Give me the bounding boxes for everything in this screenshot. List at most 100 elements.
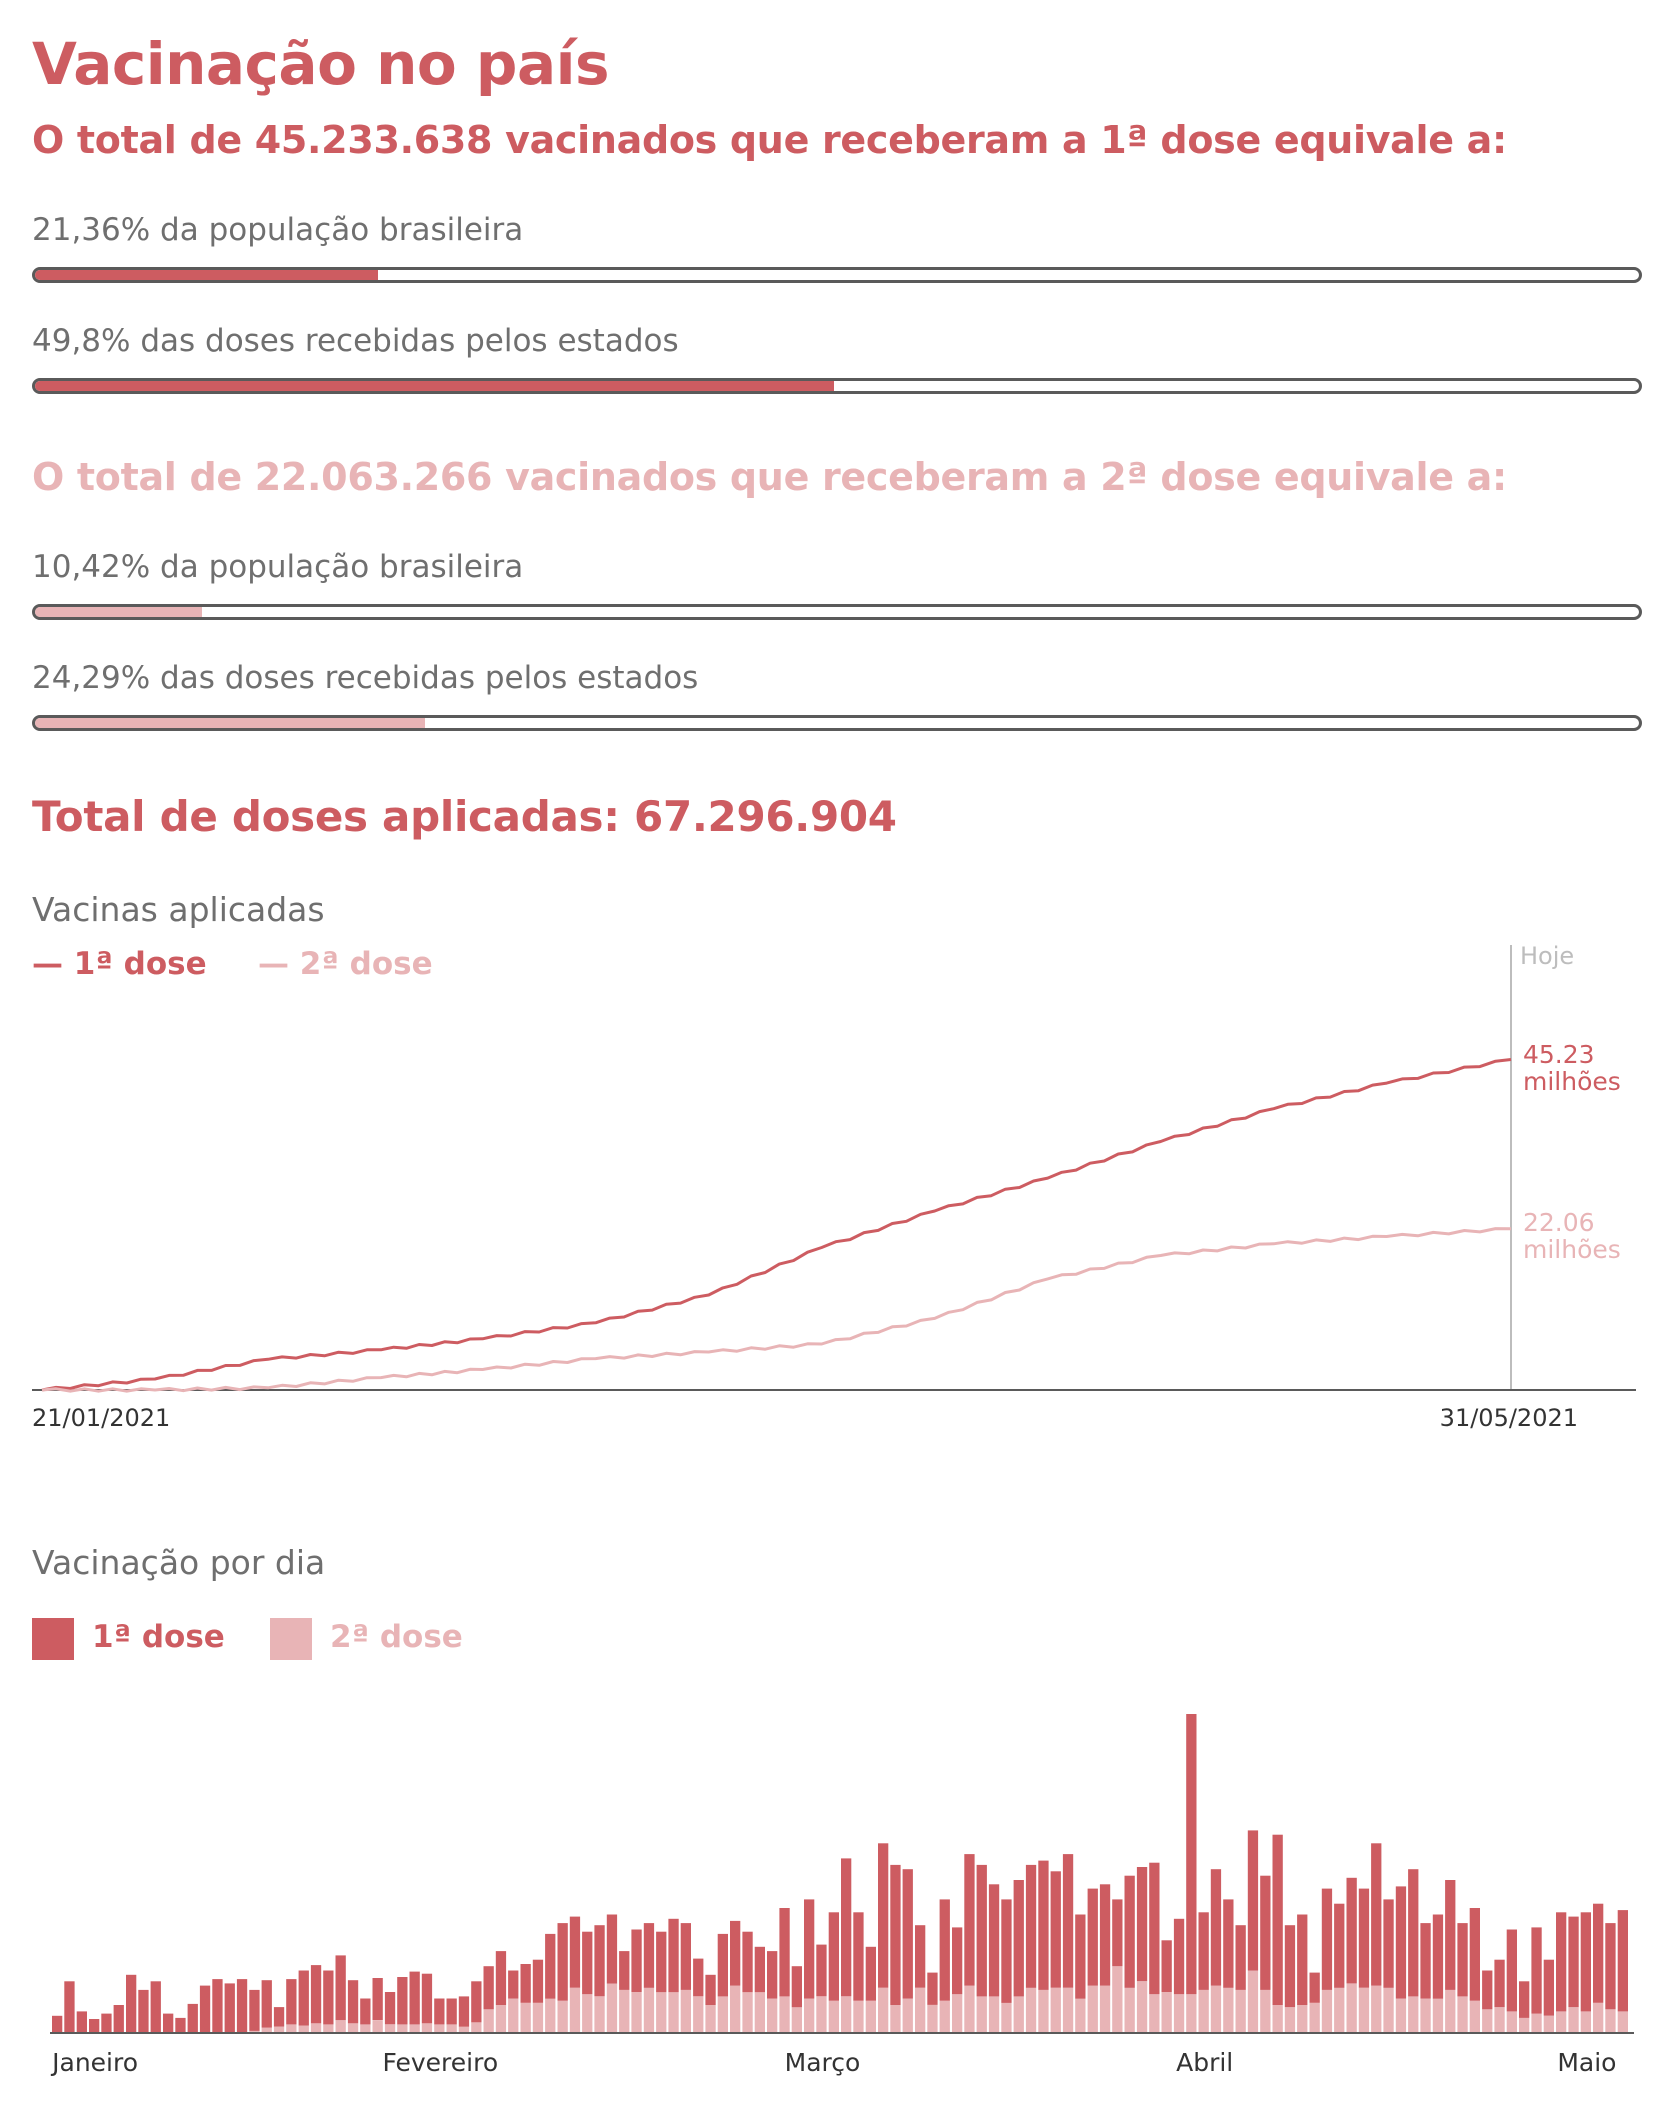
bar-dose2 (902, 1998, 913, 2033)
bar-dose1 (150, 1981, 161, 2033)
bar-dose1 (693, 1958, 704, 1997)
bar-dose2 (532, 2002, 544, 2033)
bar-dose1 (1112, 1899, 1123, 1967)
bar-dose1 (1568, 1916, 1579, 2008)
progress-fill (35, 270, 378, 280)
bar-dose2 (1210, 1985, 1222, 2033)
bar-dose1 (495, 1951, 507, 2005)
bar-dose2 (1223, 1987, 1234, 2033)
end-unit-label-dose2: milhões (1523, 1235, 1621, 1264)
bar-dose1 (372, 1978, 383, 2020)
bar-dose1 (1494, 1959, 1505, 2008)
bar-dose2 (249, 2030, 260, 2033)
bar-dose2 (458, 2026, 470, 2033)
bar-dose2 (865, 2000, 876, 2033)
bar-dose2 (853, 2000, 864, 2033)
bar-dose1 (1420, 1923, 1431, 1999)
bar-dose1 (1025, 1864, 1037, 1988)
bar-dose1 (1297, 1914, 1308, 2005)
bar-dose2 (1112, 1966, 1123, 2033)
bar-dose1 (1001, 1899, 1012, 2003)
bar-dose2 (1321, 1989, 1333, 2033)
bar-dose1 (730, 1920, 741, 1986)
bar-dose1 (1136, 1867, 1148, 1982)
dose1-received-progress (32, 378, 1642, 394)
bar-dose1 (841, 1858, 852, 1997)
bar-dose2 (1062, 1987, 1074, 2033)
bar-dose2 (915, 1987, 926, 2033)
bar-dose2 (717, 1996, 728, 2033)
bar-dose1 (1050, 1871, 1061, 1988)
bar-dose1 (360, 1998, 371, 2025)
bar-dose2 (791, 2007, 802, 2033)
bar-dose2 (1593, 2002, 1604, 2033)
bar-dose2 (335, 2020, 346, 2033)
bar-dose1 (569, 1916, 581, 1988)
bar-dose2 (310, 2023, 322, 2033)
bar-dose1 (397, 1977, 408, 2025)
bar-dose1 (656, 1931, 667, 1993)
bar-dose1 (347, 1980, 359, 2024)
bar-dose1 (126, 1974, 137, 2033)
bar-dose1 (1210, 1869, 1222, 1986)
bar-dose1 (1371, 1843, 1382, 1986)
end-value-label-dose1: 45.23 (1523, 1040, 1595, 1069)
x-end-label: 31/05/2021 (1440, 1404, 1578, 1432)
bar-dose2 (1432, 1998, 1444, 2033)
bar-dose1 (964, 1854, 975, 1986)
bar-dose2 (372, 2020, 383, 2033)
bar-dose1 (1556, 1912, 1567, 2012)
page-title: Vacinação no país (32, 30, 610, 98)
bar-dose1 (1580, 1912, 1591, 2012)
bar-dose2 (1543, 2015, 1554, 2033)
bar-dose1 (939, 1899, 950, 2001)
month-tick-label: Março (785, 2048, 861, 2077)
progress-fill (35, 381, 834, 391)
bar-dose1 (249, 1989, 260, 2031)
bar-dose2 (1334, 1987, 1345, 2033)
bar-dose1 (1617, 1910, 1628, 2012)
bar-dose1 (286, 1979, 297, 2025)
bar-dose1 (483, 1966, 494, 2010)
bar-dose2 (1001, 2002, 1012, 2033)
bar-dose1 (64, 1981, 75, 2033)
bar-dose1 (890, 1864, 901, 2005)
bar-dose2 (1519, 2017, 1530, 2033)
bar-dose1 (594, 1925, 605, 1997)
bar-dose1 (717, 1933, 728, 1997)
bar-dose2 (964, 1985, 975, 2033)
line-chart-title: Vacinas aplicadas (32, 890, 325, 929)
bar-dose1 (1531, 1927, 1542, 2014)
bar-dose1 (224, 1983, 235, 2033)
bar-dose1 (1149, 1862, 1160, 1995)
bar-dose2 (1371, 1985, 1382, 2033)
series-line-dose2 (41, 1227, 1512, 1393)
bar-dose1 (1272, 1834, 1283, 2005)
bar-dose1 (828, 1912, 839, 2001)
bar-dose2 (1358, 1987, 1370, 2033)
bar-dose2 (1235, 1989, 1246, 2033)
bar-dose1 (310, 1965, 322, 2024)
bar-dose1 (1284, 1925, 1296, 2008)
bar-dose2 (952, 1994, 963, 2033)
bar-dose1 (767, 1951, 778, 1999)
bar-dose2 (421, 2023, 433, 2033)
bar-dose1 (754, 1946, 765, 1993)
month-tick-label: Maio (1557, 2048, 1616, 2077)
bar-dose2 (804, 1998, 815, 2033)
bar-dose2 (1161, 1992, 1172, 2033)
bar-dose1 (273, 2007, 285, 2027)
bar-dose1 (199, 1985, 211, 2033)
bar-dose2 (545, 1998, 556, 2033)
dose2-summary-heading: O total de 22.063.266 vacinados que rece… (32, 455, 1507, 499)
dose1-population-label: 21,36% da população brasileira (32, 212, 524, 248)
bar-dose1 (1519, 1981, 1530, 2018)
bar-dose2 (1297, 2005, 1308, 2033)
bar-dose2 (816, 1996, 827, 2033)
bar-dose2 (1050, 1987, 1061, 2033)
bar-dose2 (927, 2005, 938, 2033)
bar-dose1 (1395, 1886, 1407, 1999)
bar-dose1 (1173, 1918, 1185, 1995)
bar-dose2 (409, 2024, 420, 2033)
